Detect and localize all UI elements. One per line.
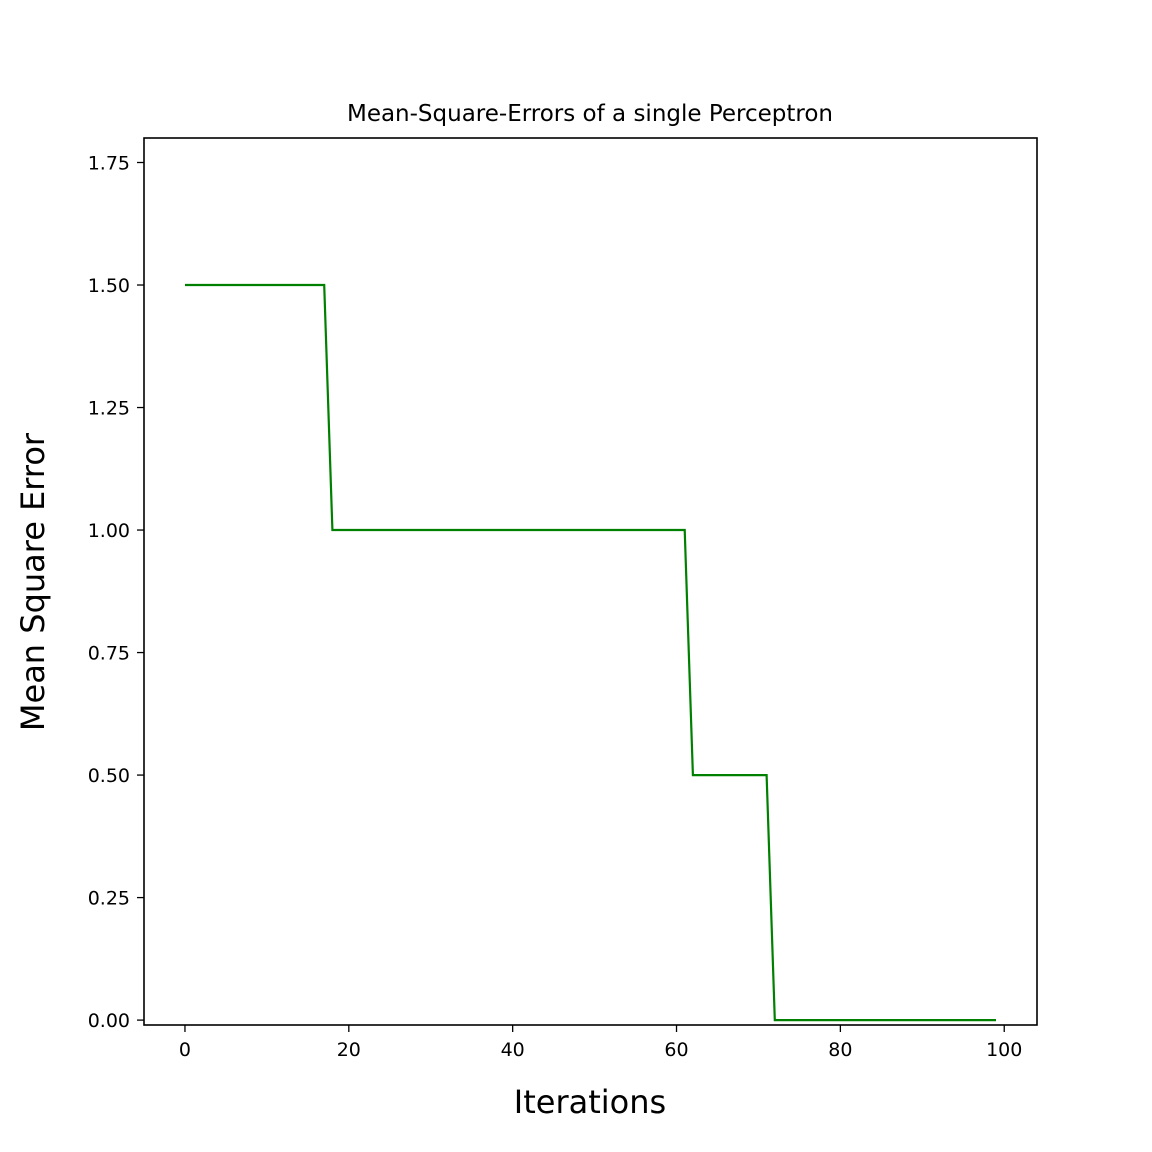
y-tick-label: 1.00 bbox=[88, 520, 130, 542]
y-tick-label: 0.00 bbox=[88, 1010, 130, 1032]
plot-frame bbox=[143, 137, 1038, 1026]
x-tick-label: 80 bbox=[828, 1039, 852, 1061]
y-axis: 0.00 0.25 0.50 0.75 1.00 1.25 1.50 1.75 bbox=[88, 153, 144, 1032]
x-tick-label: 60 bbox=[664, 1039, 688, 1061]
x-tick-label: 100 bbox=[986, 1039, 1022, 1061]
x-axis: 0 20 40 60 80 100 bbox=[179, 1025, 1022, 1061]
series-line bbox=[185, 283, 996, 1022]
y-axis-label: Mean Square Error bbox=[14, 432, 52, 731]
y-tick-label: 0.25 bbox=[88, 888, 130, 910]
y-tick-label: 1.50 bbox=[88, 275, 130, 297]
y-tick-label: 1.25 bbox=[88, 398, 130, 420]
plot-area bbox=[185, 283, 996, 1022]
x-tick-label: 20 bbox=[337, 1039, 361, 1061]
y-tick-label: 0.50 bbox=[88, 765, 130, 787]
x-tick-label: 0 bbox=[179, 1039, 191, 1061]
y-tick-label: 1.75 bbox=[88, 153, 130, 175]
x-axis-label: Iterations bbox=[514, 1083, 666, 1121]
y-tick-label: 0.75 bbox=[88, 643, 130, 665]
x-tick-label: 40 bbox=[501, 1039, 525, 1061]
chart-title: Mean-Square-Errors of a single Perceptro… bbox=[347, 101, 833, 127]
